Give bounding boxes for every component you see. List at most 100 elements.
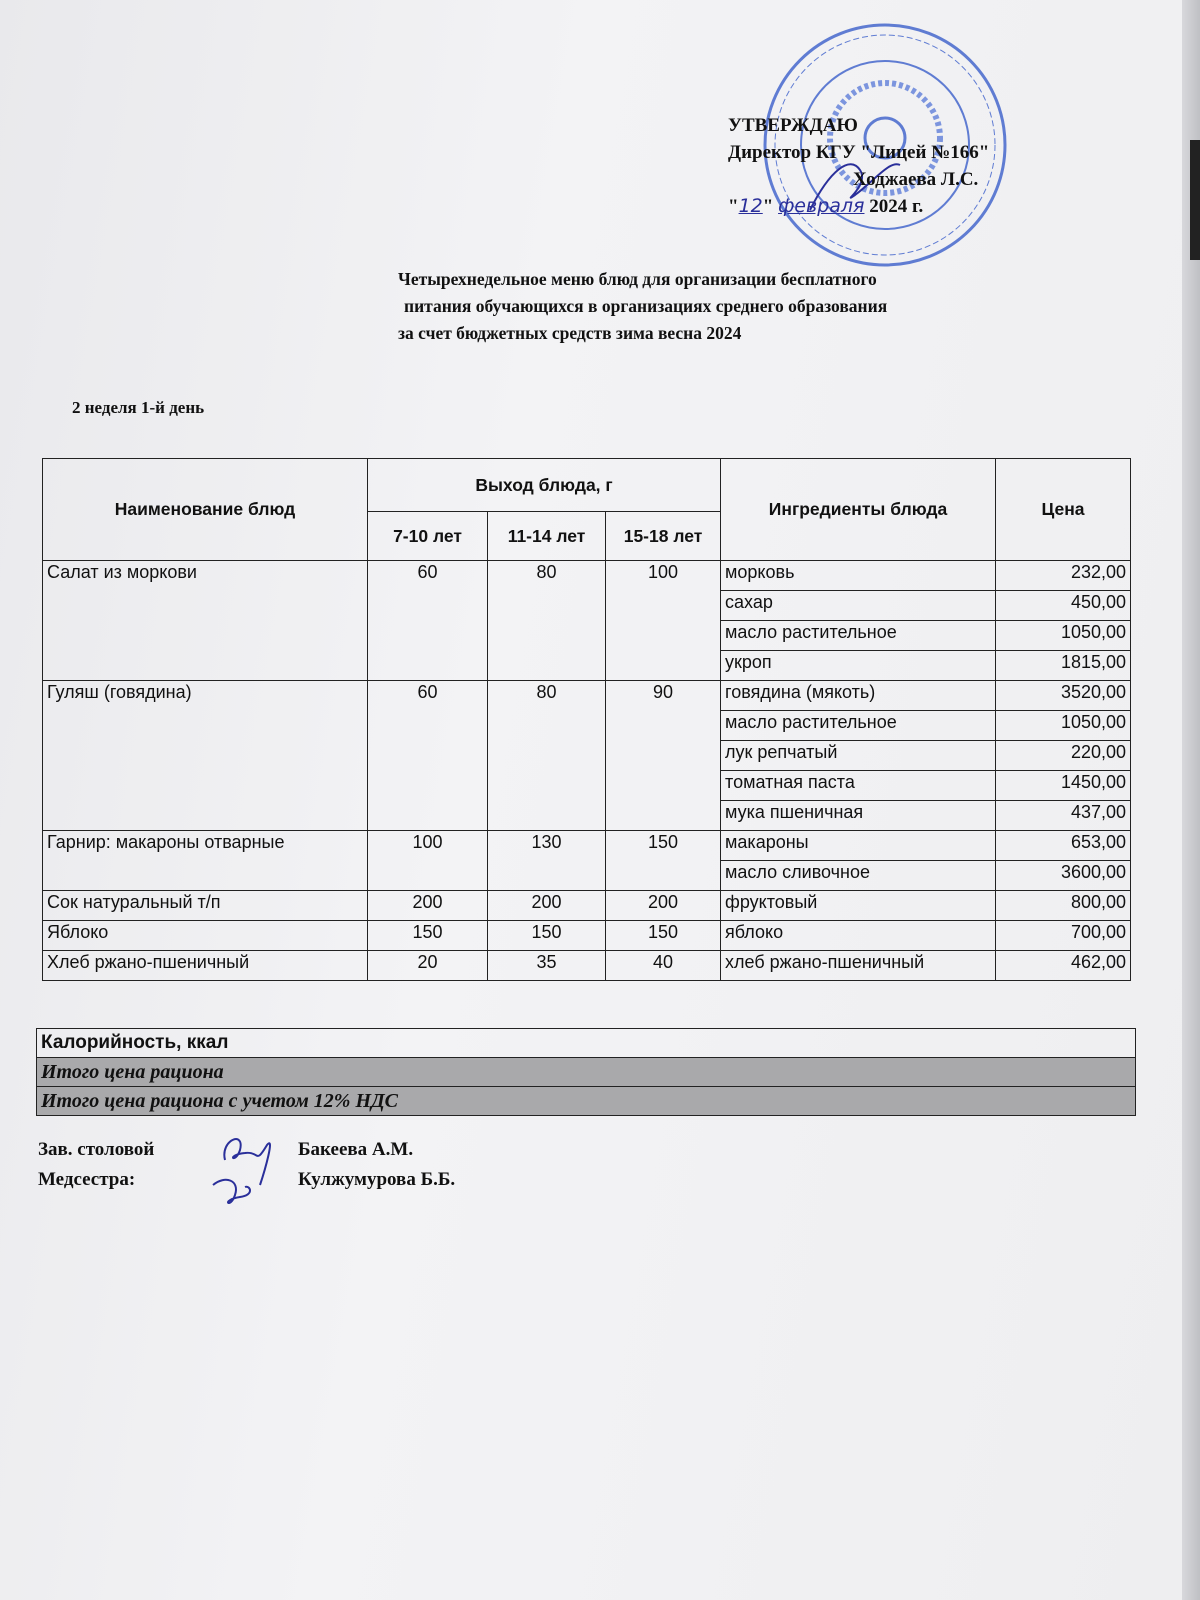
approval-date: "12" февраля 2024 г. [728,195,924,217]
signature-name: Кулжумурова Б.Б. [298,1169,456,1190]
table-row: Гарнир: макароны отварные 100 130 150 макаро… [42,830,1132,891]
handwritten-signatures [212,1138,271,1205]
yield-7-10: 100 [367,830,488,891]
ingredient-name: сахар [720,590,997,621]
header-price: Цена [995,458,1132,561]
signatures-block: Зав. столовой Бакеева А.М. Медсестра: Ку… [38,1135,455,1195]
ingredient-name: макароны [720,830,997,861]
ingredient-name: масло растительное [720,710,997,741]
yield-15-18: 40 [604,950,722,981]
date-year: 2024 г. [869,196,924,217]
table-row: Гуляш (говядина) 60 80 90 говядина (мякоть) 3… [42,680,1132,831]
ingredient-price: 1050,00 [995,710,1132,741]
total-price-vat-row: Итого цена рациона с учетом 12% НДС [36,1086,1136,1116]
dish-name: Сок натуральный т/п [42,890,368,921]
date-month: февраля [778,195,865,217]
ingredient-price: 232,00 [995,560,1132,591]
background-object [1190,140,1200,260]
ingredient-price: 1815,00 [995,650,1132,681]
yield-11-14: 200 [487,890,606,921]
approval-block: УТВЕРЖДАЮ Директор КГУ "Лицей №166" Ходж… [728,112,989,220]
ingredient-name: лук репчатый [720,740,997,771]
yield-15-18: 150 [604,920,722,951]
director-signature [809,163,901,211]
ingredient-name: масло сливочное [720,860,997,891]
yield-11-14: 35 [487,950,606,981]
dish-name: Яблоко [42,920,368,951]
title-line: за счет бюджетных средств зима весна 202… [398,323,742,343]
dish-name: Гуляш (говядина) [42,680,368,831]
header-age-11-14: 11-14 лет [487,511,606,561]
yield-7-10: 200 [367,890,488,921]
ingredient-price: 700,00 [995,920,1132,951]
signature-row: Медсестра: Кулжумурова Б.Б. [38,1165,455,1195]
ingredient-name: хлеб ржано-пшеничный [720,950,997,981]
ingredient-price: 1050,00 [995,620,1132,651]
table-row: Сок натуральный т/п 200 200 200 фруктовый 800… [42,890,1132,921]
yield-7-10: 60 [367,560,488,681]
signature-name: Бакеева А.М. [298,1139,414,1160]
title-line: Четырехнедельное меню блюд для организац… [398,269,877,289]
ingredient-name: томатная паста [720,770,997,801]
signature-role: Медсестра: [38,1169,136,1190]
yield-11-14: 150 [487,920,606,951]
ingredient-price: 800,00 [995,890,1132,921]
ingredient-price: 450,00 [995,590,1132,621]
yield-7-10: 150 [367,920,488,951]
ingredient-price: 220,00 [995,740,1132,771]
ingredient-name: масло растительное [720,620,997,651]
yield-11-14: 80 [487,560,606,681]
table-row: сахар 450,00 [43,590,1132,621]
header-dish-name: Наименование блюд [42,458,368,561]
ingredient-name: укроп [720,650,997,681]
table-row: Яблоко 150 150 150 яблоко 700,00 [42,920,1132,951]
date-day: 12 [738,195,763,217]
calories-row: Калорийность, ккал [36,1028,1136,1058]
approval-heading: УТВЕРЖДАЮ [728,115,858,136]
header-yield: Выход блюда, г [366,458,722,512]
summary-table: Калорийность, ккал Итого цена рациона Ит… [36,1028,1136,1116]
table-row: Хлеб ржано-пшеничный 20 35 40 хлеб ржано-пше… [42,950,1132,981]
week-day-label: 2 неделя 1-й день [72,398,205,417]
page-edge-shadow [1182,0,1200,1600]
ingredient-name: мука пшеничная [720,800,997,831]
table-row: лук репчатый 220,00 [43,740,1132,771]
table-row: томатная паста 1450,00 [43,770,1132,801]
signature-row: Зав. столовой Бакеева А.М. [38,1135,455,1165]
table-row: Салат из моркови 60 80 100 морковь 232,00 [42,560,1132,681]
yield-15-18: 200 [604,890,722,921]
yield-15-18: 90 [604,680,722,831]
header-ingredients: Ингредиенты блюда [720,458,997,561]
menu-table: Наименование блюд Выход блюда, г Ингреди… [42,458,1132,981]
dish-name: Гарнир: макароны отварные [42,830,368,891]
table-row: масло сливочное 3600,00 [43,860,1132,891]
dish-name: Салат из моркови [42,560,368,681]
signature-role: Зав. столовой [38,1139,155,1160]
ingredient-name: говядина (мякоть) [720,680,997,711]
header-age-7-10: 7-10 лет [367,511,488,561]
dish-name: Хлеб ржано-пшеничный [42,950,368,981]
ingredient-name: яблоко [720,920,997,951]
yield-7-10: 60 [367,680,488,831]
ingredient-price: 3600,00 [995,860,1132,891]
ingredient-price: 1450,00 [995,770,1132,801]
ingredient-name: морковь [720,560,997,591]
yield-11-14: 80 [487,680,606,831]
table-row: масло растительное 1050,00 [43,710,1132,741]
yield-15-18: 100 [604,560,722,681]
ingredient-price: 437,00 [995,800,1132,831]
document-title: Четырехнедельное меню блюд для организац… [398,266,887,347]
ingredient-price: 462,00 [995,950,1132,981]
yield-15-18: 150 [604,830,722,891]
ingredient-price: 3520,00 [995,680,1132,711]
total-price-row: Итого цена рациона [36,1057,1136,1087]
title-line: питания обучающихся в организациях средн… [404,296,888,316]
official-stamp [763,23,1007,267]
table-row: масло растительное 1050,00 [43,620,1132,651]
yield-11-14: 130 [487,830,606,891]
ingredient-name: фруктовый [720,890,997,921]
ingredient-price: 653,00 [995,830,1132,861]
approval-position: Директор КГУ "Лицей №166" [728,142,990,163]
approval-name: Ходжаева Л.С. [853,169,979,190]
header-age-15-18: 15-18 лет [604,511,722,561]
